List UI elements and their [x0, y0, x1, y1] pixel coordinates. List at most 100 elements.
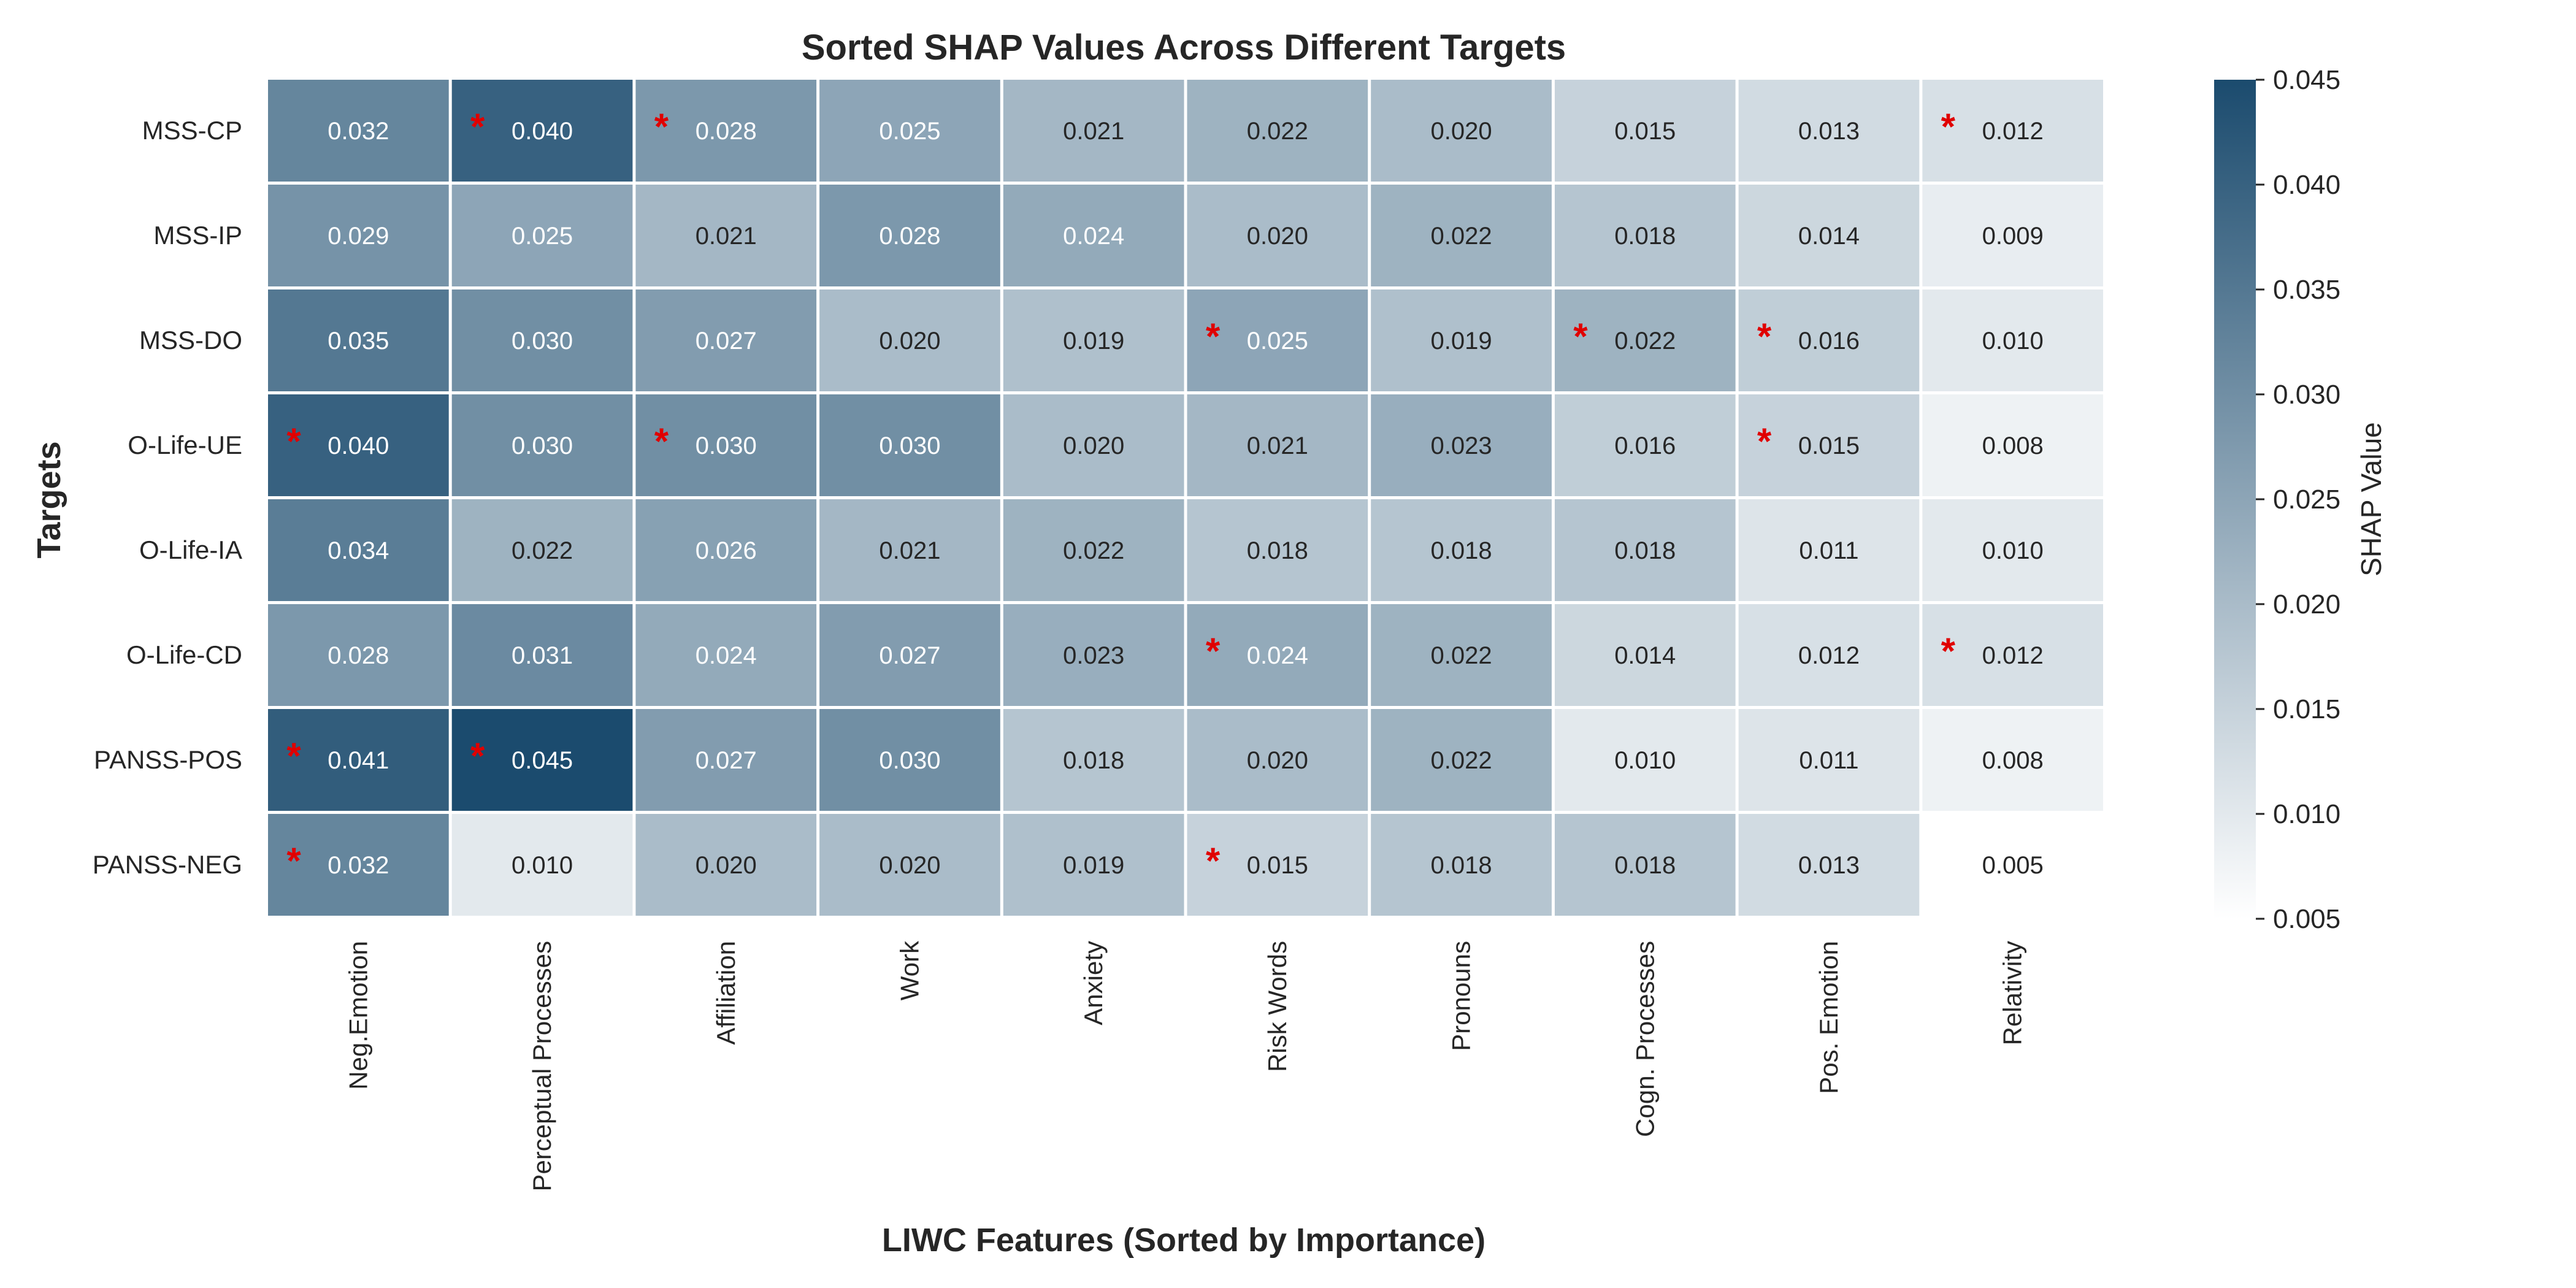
heatmap-cell: [268, 394, 449, 496]
heatmap-cell: [1187, 80, 1368, 182]
heatmap-cell: [635, 499, 817, 601]
cell-value-label: 0.005: [1982, 852, 2044, 879]
cell-value-label: 0.031: [512, 642, 573, 669]
cell-value-label: 0.013: [1798, 852, 1860, 879]
heatmap-cell: [1371, 709, 1552, 811]
cell-value-label: 0.032: [328, 852, 389, 879]
cell-value-label: 0.016: [1798, 328, 1860, 355]
heatmap-cell: [819, 289, 1000, 391]
heatmap-cell: [635, 80, 817, 182]
cell-value-label: 0.025: [512, 223, 573, 250]
y-tick-label: O-Life-IA: [139, 535, 242, 564]
y-tick-label: O-Life-UE: [128, 431, 242, 459]
heatmap-cell: [1003, 394, 1184, 496]
y-tick-label: MSS-IP: [153, 221, 242, 250]
cell-value-label: 0.040: [328, 432, 389, 459]
significance-marker: *: [286, 735, 301, 776]
chart-title: Sorted SHAP Values Across Different Targ…: [802, 28, 1566, 67]
heatmap-cell: [819, 814, 1000, 916]
cell-value-label: 0.018: [1430, 537, 1492, 564]
heatmap-cell: [819, 80, 1000, 182]
cell-value-label: 0.016: [1614, 432, 1676, 459]
cell-value-label: 0.010: [1982, 328, 2044, 355]
cell-value-label: 0.018: [1063, 747, 1124, 774]
cell-value-label: 0.020: [696, 852, 757, 879]
x-tick-labels: Neg.Emotion Perceptual Processes Affiliati…: [343, 940, 2026, 1192]
heatmap-cell: [1922, 709, 2103, 811]
y-tick-labels: MSS-CP MSS-IP MSS-DO O-Life-UE O-Life-IA O-Li…: [93, 116, 242, 879]
cell-value-label: 0.013: [1798, 118, 1860, 145]
x-tick-label: Relativity: [1998, 941, 2027, 1045]
cell-value-label: 0.028: [696, 118, 757, 145]
heatmap-cell: [1371, 80, 1552, 182]
cell-value-label: 0.012: [1982, 118, 2044, 145]
heatmap-cell: [1371, 604, 1552, 706]
cell-value-label: 0.020: [1247, 223, 1308, 250]
heatmap-cell: [1003, 80, 1184, 182]
cell-value-label: 0.041: [328, 747, 389, 774]
x-axis-title: LIWC Features (Sorted by Importance): [882, 1222, 1485, 1259]
cell-value-label: 0.030: [879, 747, 940, 774]
cell-value-label: 0.010: [1982, 537, 2044, 564]
x-tick-label: Neg.Emotion: [343, 941, 372, 1090]
cell-value-label: 0.011: [1799, 537, 1858, 564]
heatmap-cell: [635, 185, 817, 286]
heatmap-cell: [1371, 289, 1552, 391]
colorbar-gradient: [2214, 80, 2256, 919]
cell-value-label: 0.015: [1614, 118, 1676, 145]
cell-value-label: 0.011: [1799, 747, 1858, 774]
heatmap-cell: [1371, 814, 1552, 916]
cell-value-label: 0.021: [1063, 118, 1124, 145]
cell-value-label: 0.027: [879, 642, 940, 669]
cell-value-label: 0.024: [1247, 642, 1308, 669]
heatmap-cell: [1003, 499, 1184, 601]
heatmap-cell: [819, 185, 1000, 286]
significance-marker: *: [1757, 316, 1772, 357]
cell-value-label: 0.024: [696, 642, 757, 669]
heatmap-cell: [1922, 289, 2103, 391]
heatmap-cell: [268, 814, 449, 916]
heatmap-cells: 0.032 0.040 * 0.028 * 0.025 0.021 0.022 0.020 0.0…: [268, 80, 2103, 916]
heatmap-cell: [819, 499, 1000, 601]
colorbar-tick-label: 0.045: [2273, 65, 2340, 95]
heatmap-cell: [1187, 185, 1368, 286]
heatmap-cell: [451, 499, 633, 601]
cell-value-label: 0.021: [1247, 432, 1308, 459]
heatmap-cell: [451, 604, 633, 706]
heatmap-cell: [1554, 604, 1736, 706]
cell-value-label: 0.014: [1614, 642, 1676, 669]
colorbar: 0.005 0.010 0.015 0.020 0.025 0.030 0.035 0.040…: [2214, 65, 2387, 934]
colorbar-tick-label: 0.015: [2273, 694, 2340, 724]
heatmap-cell: [451, 814, 633, 916]
heatmap-cell: [1738, 604, 1920, 706]
cell-value-label: 0.028: [879, 223, 940, 250]
heatmap-cell: [268, 80, 449, 182]
significance-marker: *: [1941, 106, 1956, 147]
heatmap-cell: [1371, 499, 1552, 601]
heatmap-cell: [1187, 499, 1368, 601]
colorbar-tick-label: 0.020: [2273, 589, 2340, 619]
cell-value-label: 0.029: [328, 223, 389, 250]
significance-marker: *: [1206, 631, 1221, 672]
heatmap-cell: [1187, 604, 1368, 706]
y-tick-label: MSS-CP: [142, 116, 242, 145]
cell-value-label: 0.008: [1982, 432, 2044, 459]
cell-value-label: 0.030: [512, 432, 573, 459]
heatmap-cell: [268, 499, 449, 601]
heatmap-cell: [1187, 394, 1368, 496]
x-tick-label: Perceptual Processes: [527, 941, 556, 1192]
cell-value-label: 0.018: [1614, 852, 1676, 879]
heatmap-cell: [1554, 185, 1736, 286]
cell-value-label: 0.015: [1247, 852, 1308, 879]
y-tick-label: MSS-DO: [139, 326, 242, 355]
cell-value-label: 0.010: [512, 852, 573, 879]
significance-marker: *: [654, 421, 669, 462]
heatmap-cell: [1187, 709, 1368, 811]
significance-marker: *: [1941, 631, 1956, 672]
significance-marker: *: [1206, 840, 1221, 881]
cell-value-label: 0.019: [1063, 852, 1124, 879]
heatmap-cell: [1554, 814, 1736, 916]
cell-value-label: 0.035: [328, 328, 389, 355]
x-tick-label: Pronouns: [1447, 941, 1476, 1051]
heatmap-cell: [635, 709, 817, 811]
